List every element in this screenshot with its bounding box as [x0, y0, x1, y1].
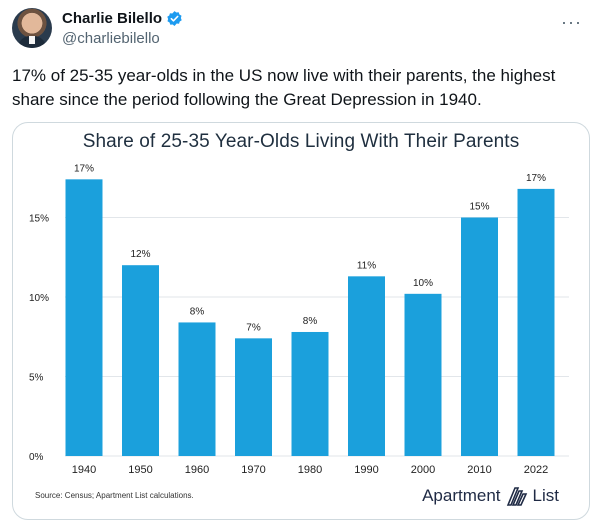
bar[interactable]	[348, 276, 385, 456]
bar-data-label: 11%	[357, 260, 376, 271]
bar-data-label: 17%	[74, 163, 94, 174]
avatar-collar	[29, 36, 35, 44]
avatar[interactable]	[12, 8, 52, 48]
bar-data-label: 8%	[303, 316, 318, 327]
x-tick-label: 1950	[128, 464, 152, 476]
x-tick-label: 1980	[298, 464, 322, 476]
bar-data-label: 17%	[526, 173, 546, 184]
bar-data-label: 7%	[246, 322, 261, 333]
chart-source: Source: Census; Apartment List calculati…	[35, 491, 194, 500]
bar[interactable]	[517, 188, 555, 456]
brand-right-text: List	[532, 486, 559, 505]
bar-data-label: 10%	[413, 278, 433, 289]
bar-data-label: 15%	[469, 202, 489, 213]
brand-left-text: Apartment	[422, 486, 501, 505]
y-tick-label: 5%	[29, 373, 44, 384]
apartment-list-logo-icon	[505, 485, 529, 507]
bar[interactable]	[122, 265, 159, 456]
x-tick-label: 2000	[411, 464, 435, 476]
chart-card[interactable]: Share of 25-35 Year-Olds Living With The…	[12, 122, 590, 520]
bar[interactable]	[404, 293, 442, 456]
bar[interactable]	[65, 179, 103, 456]
chart-title: Share of 25-35 Year-Olds Living With The…	[82, 131, 520, 152]
bar[interactable]	[291, 331, 329, 456]
bar[interactable]	[235, 338, 272, 456]
x-tick-label: 1990	[354, 464, 378, 476]
bar[interactable]	[178, 322, 216, 456]
more-horizontal-icon[interactable]: ···	[561, 12, 582, 32]
verified-badge-icon	[166, 10, 183, 27]
x-tick-label: 1960	[185, 464, 209, 476]
bar-data-label: 12%	[130, 249, 150, 260]
tweet-text: 17% of 25-35 year-olds in the US now liv…	[12, 66, 556, 109]
x-tick-label: 1940	[72, 464, 96, 476]
y-tick-label: 10%	[29, 293, 49, 304]
bar-chart: 0% 5% 10% 15% 17% 1940 12% 1950 8% 1960 7% 1970 8% 19…	[29, 163, 569, 476]
x-tick-label: 2010	[467, 464, 491, 476]
author-handle[interactable]: @charliebilello	[62, 30, 160, 47]
tweet-header: Charlie Bilello @charliebilello ···	[12, 8, 588, 56]
author-name[interactable]: Charlie Bilello	[62, 10, 163, 27]
author-name-row: Charlie Bilello	[62, 10, 183, 27]
x-tick-label: 1970	[241, 464, 265, 476]
x-tick-label: 2022	[524, 464, 548, 476]
y-tick-label: 0%	[29, 452, 44, 463]
y-tick-label: 15%	[29, 214, 49, 225]
bar-data-label: 8%	[190, 306, 205, 317]
bar[interactable]	[461, 217, 498, 457]
brand-logo: Apartment List	[422, 485, 559, 507]
